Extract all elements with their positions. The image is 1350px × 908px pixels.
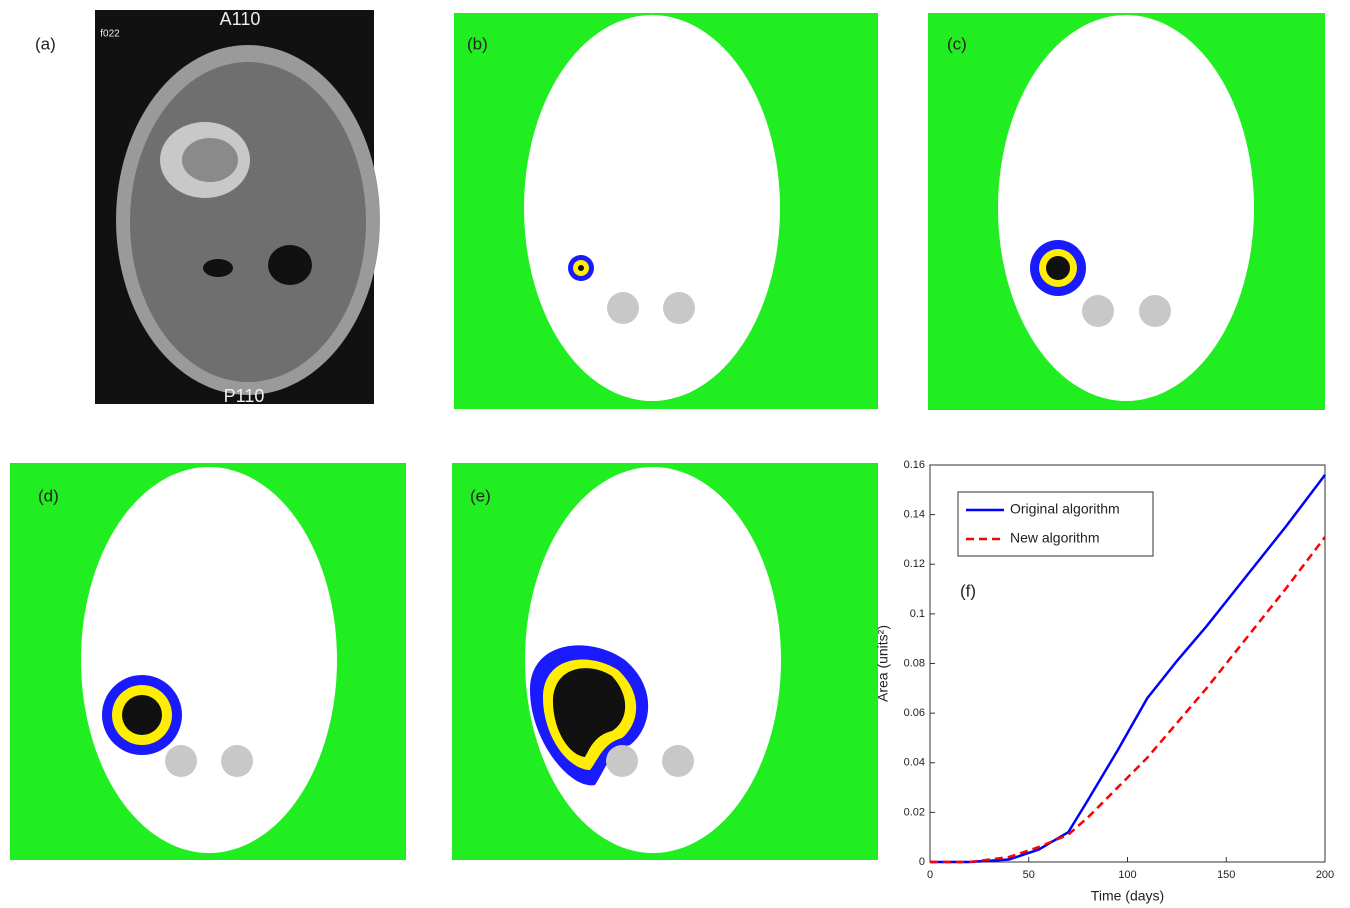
x-tick-label: 0: [927, 869, 933, 881]
figure: A110 P110 f022 (a) (b) (c) (d) (e) 0 50 10…: [0, 0, 1350, 908]
ventricle: [268, 245, 312, 285]
tumor-core: [1046, 256, 1070, 280]
y-tick-label: 0.04: [904, 757, 925, 769]
obstacle: [221, 745, 253, 777]
obstacle: [1082, 295, 1114, 327]
chart: 0 50 100 150 200 0 0.02 0.04 0.06 0.08 0.1 0.12 0.14…: [875, 459, 1334, 904]
x-tick-label: 50: [1023, 869, 1035, 881]
y-tick-label: 0.1: [910, 608, 925, 620]
y-tick-label: 0.08: [904, 657, 925, 669]
panel-label: (e): [470, 486, 491, 505]
y-axis-label: Area (units²): [875, 625, 891, 702]
y-tick-label: 0.12: [904, 558, 925, 570]
legend-label: Original algorithm: [1010, 501, 1120, 517]
x-axis-label: Time (days): [1091, 888, 1164, 904]
tumor-core: [182, 138, 238, 182]
obstacle: [1139, 295, 1171, 327]
tumor-core: [122, 695, 162, 735]
legend-label: New algorithm: [1010, 530, 1099, 546]
obstacle: [606, 745, 638, 777]
y-tick-label: 0.06: [904, 707, 925, 719]
scan-label: f022: [100, 29, 120, 40]
scan-label: P110: [224, 386, 265, 406]
annotation: (f): [960, 581, 976, 600]
obstacle: [663, 292, 695, 324]
y-tick-label: 0.16: [904, 459, 925, 471]
obstacle: [165, 745, 197, 777]
x-tick-label: 100: [1118, 869, 1136, 881]
obstacle: [607, 292, 639, 324]
panel-label: (c): [947, 34, 967, 53]
panel-label: (b): [467, 34, 488, 53]
x-tick-label: 200: [1316, 869, 1334, 881]
ventricle: [203, 259, 233, 277]
brain-ellipse: [81, 467, 337, 853]
panel-label: (a): [35, 34, 56, 53]
scan-label: A110: [220, 9, 261, 29]
y-tick-label: 0: [919, 856, 925, 868]
panel-label: (d): [38, 486, 59, 505]
y-tick-label: 0.02: [904, 806, 925, 818]
brain: [130, 62, 366, 382]
y-tick-label: 0.14: [904, 509, 925, 521]
brain-ellipse: [524, 15, 780, 401]
obstacle: [662, 745, 694, 777]
brain-ellipse: [998, 15, 1254, 401]
tumor-core: [578, 265, 584, 271]
x-tick-label: 150: [1217, 869, 1235, 881]
